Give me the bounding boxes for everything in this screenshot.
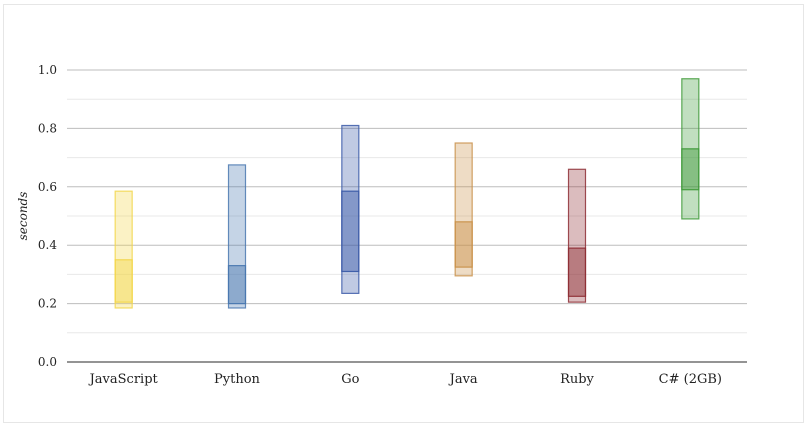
chart-frame: 0.0 0.2 0.4 0.6 0.8 1.0 JavaScript Python Go Jav… bbox=[3, 4, 804, 423]
x-category-label: Go bbox=[341, 372, 359, 387]
y-axis-ticks: 0.0 0.2 0.4 0.6 0.8 1.0 bbox=[38, 63, 57, 369]
range-bar bbox=[227, 164, 247, 309]
box-3 bbox=[341, 124, 360, 294]
y-axis-label: seconds bbox=[16, 192, 30, 241]
box-5 bbox=[567, 168, 587, 303]
x-category-label: Java bbox=[448, 372, 478, 387]
iqr-box bbox=[341, 190, 360, 273]
x-category-label: Python bbox=[214, 372, 261, 387]
y-tick-label: 0.6 bbox=[38, 180, 57, 194]
box-chart: 0.00.20.40.60.81.0 JavaScript Python Go Jav… bbox=[16, 63, 747, 387]
y-tick-label: 0.4 bbox=[38, 238, 57, 252]
iqr-box bbox=[227, 265, 247, 305]
y-tick-label: 0.0 bbox=[38, 355, 57, 369]
y-tick-label: 0.2 bbox=[38, 297, 57, 311]
box-1 bbox=[114, 190, 133, 309]
box-4 bbox=[454, 142, 473, 277]
iqr-box bbox=[114, 259, 133, 303]
x-category-label: C# (2GB) bbox=[659, 372, 722, 387]
iqr-box bbox=[567, 247, 587, 297]
boxes bbox=[114, 78, 700, 309]
range-bar bbox=[454, 142, 473, 277]
iqr-box bbox=[681, 148, 700, 191]
range-bar bbox=[567, 168, 587, 303]
iqr-box bbox=[454, 221, 473, 268]
x-axis-categories: JavaScript Python Go Java Ruby C# (2GB) bbox=[88, 372, 722, 387]
gridlines bbox=[67, 69, 747, 363]
x-category-label: Ruby bbox=[560, 372, 594, 387]
range-bar bbox=[114, 190, 133, 309]
x-category-label: JavaScript bbox=[88, 372, 159, 387]
box-2 bbox=[227, 164, 247, 309]
box-6 bbox=[681, 78, 700, 220]
y-tick-label: 0.8 bbox=[38, 121, 57, 135]
y-tick-label: 1.0 bbox=[38, 63, 57, 77]
